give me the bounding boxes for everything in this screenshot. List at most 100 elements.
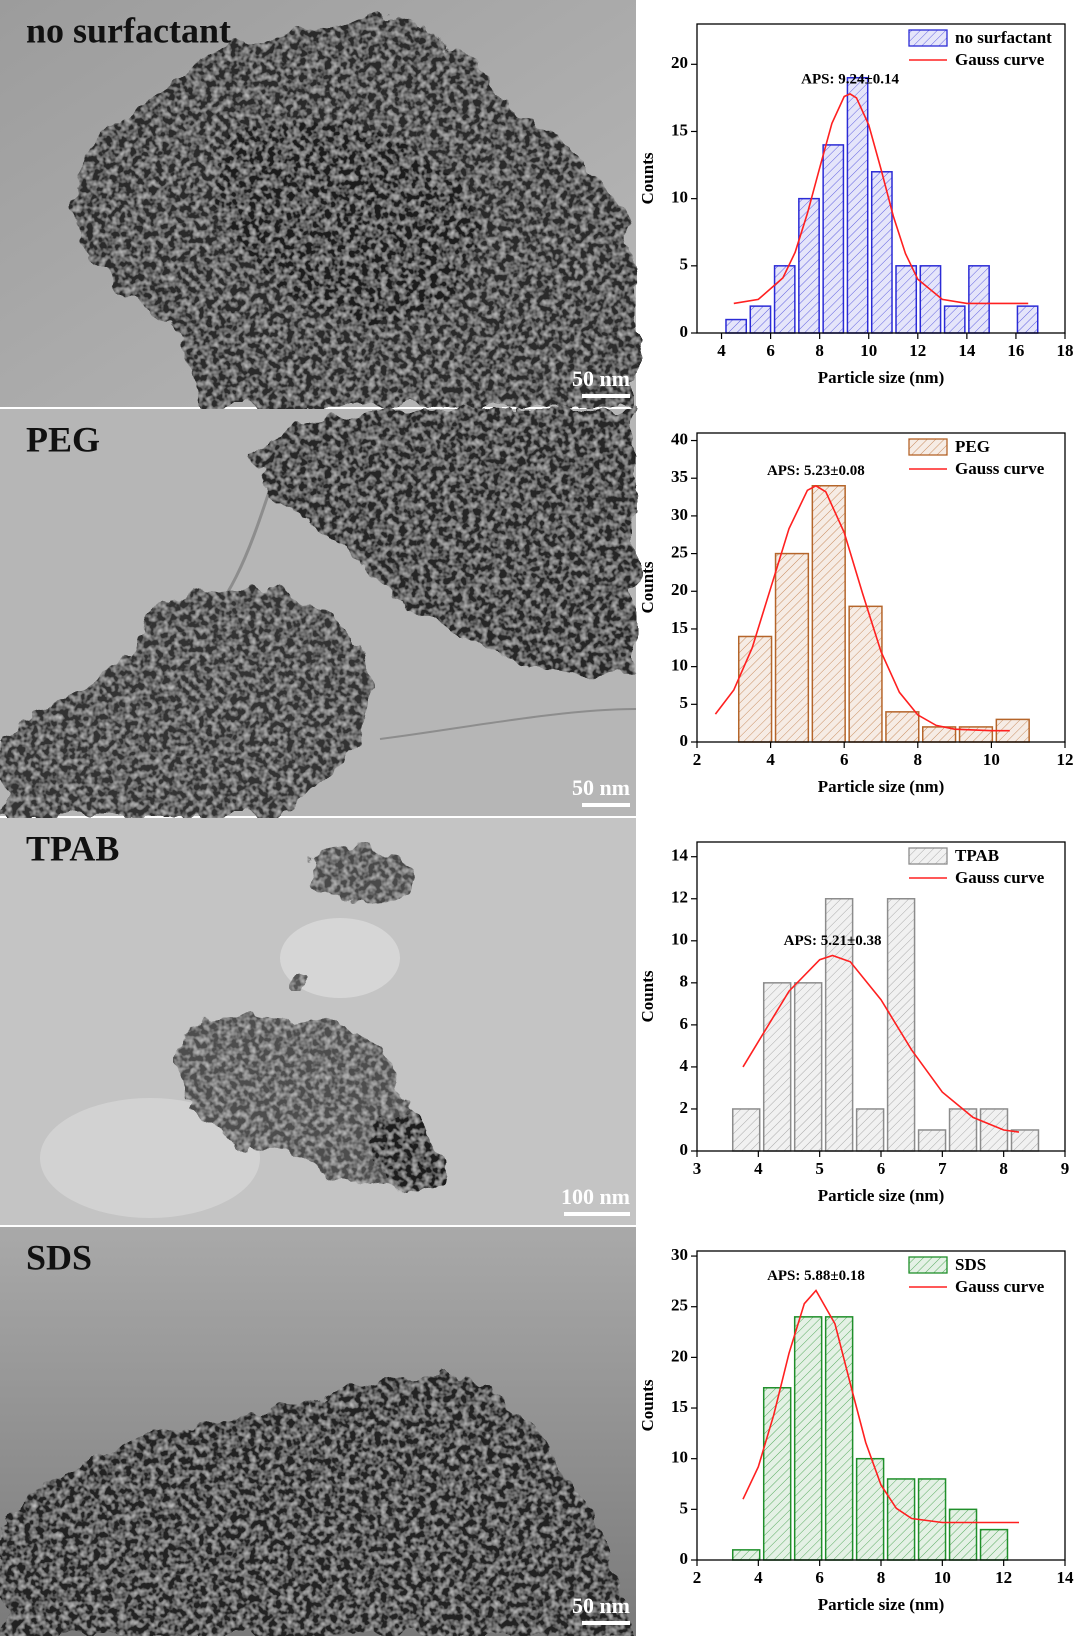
y-tick-label: 5 [680, 1498, 689, 1517]
x-tick-label: 7 [938, 1159, 947, 1178]
x-axis-label: Particle size (nm) [818, 1186, 945, 1205]
scale-bar-label: 50 nm [572, 1593, 630, 1618]
y-tick-label: 5 [680, 255, 689, 274]
bar [762, 1387, 792, 1561]
y-tick-label: 0 [680, 1549, 689, 1568]
x-tick-label: 10 [934, 1568, 951, 1587]
y-tick-label: 10 [671, 1448, 688, 1467]
x-tick-label: 9 [1061, 1159, 1070, 1178]
y-tick-label: 10 [671, 656, 688, 675]
x-tick-label: 8 [877, 1568, 886, 1587]
scale-bar-label: 50 nm [572, 775, 630, 800]
x-axis-label: Particle size (nm) [818, 368, 945, 387]
scale-bar [582, 1621, 630, 1625]
x-tick-label: 4 [717, 341, 726, 360]
y-tick-label: 30 [671, 1245, 688, 1264]
x-tick-label: 4 [754, 1159, 763, 1178]
bar [737, 635, 773, 743]
bar [968, 265, 990, 334]
bar [749, 305, 772, 334]
bar [848, 605, 883, 743]
bar [1010, 1129, 1040, 1152]
panel-label: no surfactant [26, 10, 231, 50]
x-tick-label: 3 [693, 1159, 702, 1178]
bar [824, 1316, 854, 1561]
plot-frame [696, 432, 1066, 743]
bar [793, 1316, 823, 1561]
x-tick-label: 14 [1057, 1568, 1075, 1587]
legend-label: Gauss curve [955, 50, 1045, 69]
y-tick-label: 4 [680, 1056, 689, 1075]
y-tick-label: 5 [680, 693, 689, 712]
y-tick-label: 20 [671, 580, 688, 599]
legend-label: SDS [955, 1255, 986, 1274]
aps-annotation: APS: 9.24±0.14 [801, 71, 899, 87]
histogram-chart: 4 6 8 10 12 14 16 18 0 5 10 15 20 Particle size (nm) C… [638, 23, 1074, 387]
y-tick-label: 20 [671, 1346, 688, 1365]
y-tick-label: 8 [680, 972, 689, 991]
scale-bar [564, 1212, 630, 1216]
aps-annotation: APS: 5.88±0.18 [767, 1268, 865, 1284]
scale-bar-label: 100 nm [561, 1184, 630, 1209]
panel-label: SDS [26, 1237, 92, 1277]
aps-annotation: APS: 5.23±0.08 [767, 463, 865, 479]
x-tick-label: 4 [766, 750, 775, 769]
gauss-curve [714, 484, 1010, 732]
bar [886, 898, 916, 1152]
y-tick-label: 0 [680, 731, 689, 750]
panel-label: TPAB [26, 828, 119, 868]
y-tick-label: 25 [671, 1296, 688, 1315]
x-tick-label: 5 [815, 1159, 824, 1178]
x-tick-label: 6 [840, 750, 849, 769]
scale-bar-label: 50 nm [572, 366, 630, 391]
panel-label: PEG [26, 419, 100, 459]
legend-label: Gauss curve [955, 868, 1045, 887]
legend-swatch [908, 847, 948, 865]
x-tick-label: 6 [766, 341, 775, 360]
gauss-curve [742, 1289, 1019, 1524]
bar [824, 898, 854, 1152]
bar [885, 711, 920, 743]
bar [822, 144, 845, 334]
micrograph [0, 409, 637, 816]
plot-frame [696, 841, 1066, 1152]
y-tick-label: 15 [671, 120, 688, 139]
x-tick-label: 12 [909, 341, 926, 360]
x-tick-label: 8 [999, 1159, 1008, 1178]
y-tick-label: 40 [671, 429, 688, 448]
y-tick-label: 2 [680, 1098, 689, 1117]
y-tick-label: 0 [680, 322, 689, 341]
aps-annotation: APS: 5.21±0.38 [784, 933, 882, 949]
histogram-chart: 2 4 6 8 10 12 0 5 10 15 20 25 30 35 40 Particle size (n… [638, 429, 1074, 795]
y-tick-label: 14 [671, 846, 689, 865]
x-tick-label: 18 [1057, 341, 1074, 360]
y-axis-label: Counts [638, 1379, 657, 1431]
y-tick-label: 20 [671, 53, 688, 72]
y-tick-label: 10 [671, 930, 688, 949]
y-tick-label: 6 [680, 1014, 689, 1033]
legend-label: PEG [955, 437, 990, 456]
y-tick-label: 35 [671, 467, 688, 486]
bar [855, 1108, 885, 1152]
bar [725, 318, 748, 334]
histogram-chart: 3 4 5 6 7 8 9 0 2 4 6 8 10 12 14 Particle size (nm) Coun… [638, 841, 1070, 1205]
bar [762, 982, 792, 1152]
x-tick-label: 4 [754, 1568, 763, 1587]
bar [731, 1549, 761, 1561]
x-tick-label: 14 [958, 341, 976, 360]
bar [731, 1108, 761, 1152]
x-tick-label: 12 [1057, 750, 1074, 769]
x-axis-label: Particle size (nm) [818, 777, 945, 796]
legend-swatch [908, 29, 948, 47]
y-axis-label: Counts [638, 152, 657, 204]
bar [774, 552, 810, 743]
y-tick-label: 25 [671, 542, 688, 561]
bar [855, 1457, 885, 1561]
y-tick-label: 15 [671, 618, 688, 637]
bar [919, 265, 942, 334]
bar [870, 171, 893, 334]
legend-swatch [908, 438, 948, 456]
legend-label: TPAB [955, 846, 999, 865]
bar [811, 485, 846, 743]
